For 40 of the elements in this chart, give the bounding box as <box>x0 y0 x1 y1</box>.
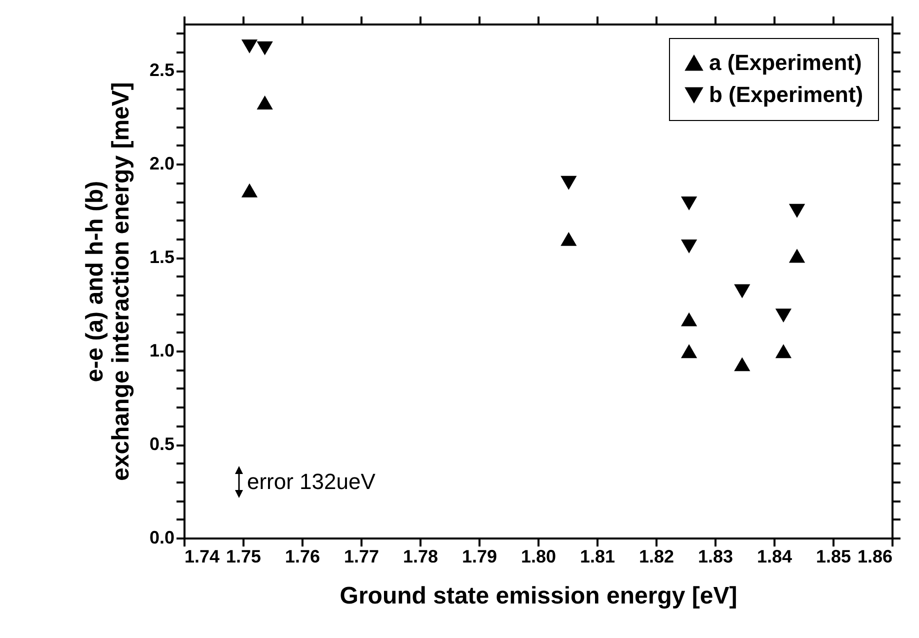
x-tick-label: 1.82 <box>638 546 674 566</box>
x-tick-label: 1.77 <box>344 546 380 566</box>
y-tick-label: 2.5 <box>149 60 174 80</box>
x-tick-label: 1.81 <box>580 546 616 566</box>
y-tick-label: 1.0 <box>149 340 174 361</box>
point <box>680 196 698 210</box>
point <box>560 232 577 246</box>
legend-label: a (Experiment) <box>709 50 862 75</box>
point <box>788 204 806 218</box>
point <box>680 239 698 254</box>
x-tick-label: 1.85 <box>816 546 852 566</box>
point <box>788 248 806 263</box>
x-tick-label: 1.83 <box>698 546 734 566</box>
y-tick-label: 0.0 <box>149 528 174 548</box>
point <box>680 312 698 326</box>
annotation: error 132ueV <box>247 469 376 494</box>
point <box>734 284 750 298</box>
x-tick-label: 1.78 <box>402 546 438 566</box>
point <box>241 39 258 54</box>
y-tick-label: 1.5 <box>149 247 174 268</box>
point <box>256 96 273 110</box>
y-axis-title: e-e (a) and h-h (b) exchange interaction energy [meV] <box>81 82 134 481</box>
point <box>560 176 577 190</box>
point <box>256 41 273 56</box>
point <box>680 344 698 358</box>
y-tick-label: 0.5 <box>149 434 174 454</box>
x-tick-label: 1.75 <box>226 546 262 566</box>
point <box>775 308 792 323</box>
x-tick-label: 1.79 <box>462 546 498 566</box>
x-tick-label: 1.80 <box>520 546 556 566</box>
x-tick-label: 1.86 <box>857 546 892 566</box>
legend-label: b (Experiment) <box>709 82 864 107</box>
x-axis-title: Ground state emission energy [eV] <box>340 582 738 610</box>
y-tick-label: 2.0 <box>149 154 174 174</box>
point <box>241 183 258 198</box>
x-tick-label: 1.76 <box>284 546 320 566</box>
point <box>734 357 750 372</box>
x-tick-label: 1.84 <box>756 546 792 566</box>
x-tick-label: 1.74 <box>184 546 220 566</box>
point <box>775 344 792 358</box>
